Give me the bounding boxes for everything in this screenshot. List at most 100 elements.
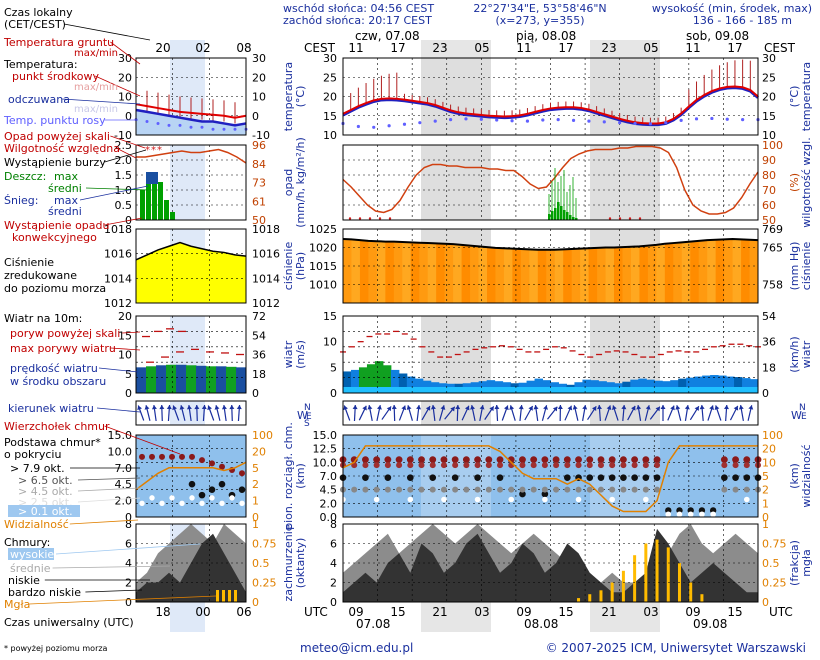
- legend-wind-dir: kierunek wiatru: [8, 402, 94, 415]
- legend-wind-arrow: [207, 405, 215, 421]
- pressure-bar: [486, 247, 496, 303]
- cb-dot-black: [597, 474, 605, 481]
- compass-s: S: [304, 419, 310, 429]
- legend-cb-dot-white: [149, 495, 155, 501]
- legend-temp-tick-r: -10: [252, 129, 270, 142]
- temp-title-right: temperatura: [800, 62, 813, 131]
- dew-point: [556, 118, 560, 122]
- dew-point: [464, 117, 468, 121]
- dew-point: [402, 122, 407, 126]
- cb-dot-high: [440, 462, 447, 469]
- legend-pres-tick: 1014: [104, 272, 132, 285]
- wind-arrow: [675, 405, 682, 421]
- hour-bottom: 15: [390, 605, 405, 619]
- pressure-bar: [630, 246, 640, 303]
- pressure-line: [342, 237, 759, 251]
- wind-arrow: [455, 404, 461, 422]
- legend-humidity-pointer: [116, 147, 137, 159]
- cb-tick-left: 12.5: [313, 443, 338, 456]
- legend-pres-tick: 1012: [104, 297, 132, 310]
- hour-bottom: 21: [432, 605, 447, 619]
- legend-prec-above: Opad powyżej skali: [4, 130, 110, 143]
- legend-fog-bar: [234, 590, 237, 602]
- cest-right: CEST: [764, 41, 796, 55]
- legend-wind-bar: [236, 367, 247, 393]
- pres-title-right: ciśnienie: [800, 242, 813, 291]
- cb-dot-vhigh: [620, 456, 627, 463]
- wind-speed-bar: [638, 378, 647, 393]
- legend-hum-tick: 96: [252, 139, 266, 152]
- cb-dot-grey: [564, 486, 571, 493]
- cb-dot-vhigh: [653, 456, 661, 463]
- legend-fog-tick: 0.5: [252, 557, 270, 570]
- rain-bar: [566, 212, 569, 220]
- wind-arrow-head: [470, 405, 476, 410]
- legend-wind-tick-r: 54: [252, 329, 266, 342]
- cb-dot-black: [631, 474, 638, 481]
- legend-wind-arrow-head: [151, 405, 157, 410]
- temp-tick-left: 20: [323, 91, 337, 104]
- grid-point: (x=273, y=355): [495, 14, 585, 27]
- dew-point: [495, 118, 499, 122]
- legend-felt-pointer: [62, 98, 141, 105]
- legend-dew-point: [156, 121, 160, 125]
- small-hour-top: 20: [155, 41, 170, 55]
- cb-dot-black: [474, 474, 481, 481]
- pressure-bar: [580, 248, 590, 303]
- cloud-low-area: [343, 528, 758, 602]
- conv-dot: [358, 217, 362, 220]
- wind-arrow: [381, 406, 392, 420]
- wind-arrow-head: [430, 405, 436, 410]
- wind-speed-bar: [670, 380, 679, 393]
- legend-cb-dot: [159, 453, 165, 460]
- wind-arrow-head: [518, 405, 524, 410]
- wind-arrow-head: [464, 405, 470, 411]
- wind-arrow-head: [557, 405, 563, 410]
- legend-wind-arrow-head: [221, 405, 227, 410]
- cb-dot-grey: [407, 486, 414, 493]
- dew-point: [479, 117, 483, 121]
- pres-tick-right: 769: [762, 223, 783, 236]
- compass-n-r: N: [799, 403, 806, 413]
- cb-dot-vhigh: [743, 456, 751, 463]
- cb-dot-high: [474, 462, 481, 469]
- dew-point: [633, 121, 637, 126]
- fog-bar: [577, 598, 581, 602]
- wind-arrow-head: [733, 405, 739, 411]
- fog-bar: [666, 547, 670, 602]
- wind-arrow-head: [699, 405, 705, 410]
- wind-arrow: [547, 406, 558, 420]
- legend-visibility: Widzialność: [4, 518, 69, 531]
- cb-dot-grey: [351, 486, 358, 493]
- legend-prec-above-pointer: [110, 135, 146, 149]
- panel-frame: [342, 228, 759, 304]
- fog-bar: [588, 594, 592, 602]
- wind-arrow-head: [621, 405, 627, 410]
- wind-arrow: [689, 405, 700, 421]
- panel-frame: [342, 434, 759, 518]
- pressure-bar: [444, 243, 454, 303]
- wind-arrow: [343, 405, 351, 421]
- cb-dot-vhigh: [395, 456, 403, 463]
- legend-dew-point: [200, 125, 204, 129]
- legend-panel-frame: [135, 57, 247, 136]
- hour-top: 23: [601, 41, 616, 55]
- legend-gust-max-pointer: [110, 347, 141, 351]
- wind-arrow: [644, 405, 651, 421]
- legend-wind-arrow-head: [144, 405, 150, 410]
- legend-cb-dot-white: [219, 500, 225, 507]
- fog-bar: [644, 543, 648, 602]
- fog-tick-right: 0.25: [762, 577, 787, 590]
- hum-tick-right: 70: [762, 184, 776, 197]
- legend-conv1-pointer: [104, 217, 143, 226]
- cb-dot-vhigh: [429, 456, 437, 463]
- cb-dot-high: [396, 462, 403, 469]
- wind-arrow: [367, 405, 373, 421]
- cb-dot-high: [721, 462, 728, 469]
- legend-wind-arrow: [159, 404, 165, 422]
- wind-arrow: [611, 405, 619, 421]
- pressure-bar: [385, 241, 395, 303]
- legend-cb-dot: [239, 470, 245, 477]
- wind-speed-bar: [750, 379, 759, 393]
- legend-cb3: > 4.5 okt.: [18, 485, 73, 498]
